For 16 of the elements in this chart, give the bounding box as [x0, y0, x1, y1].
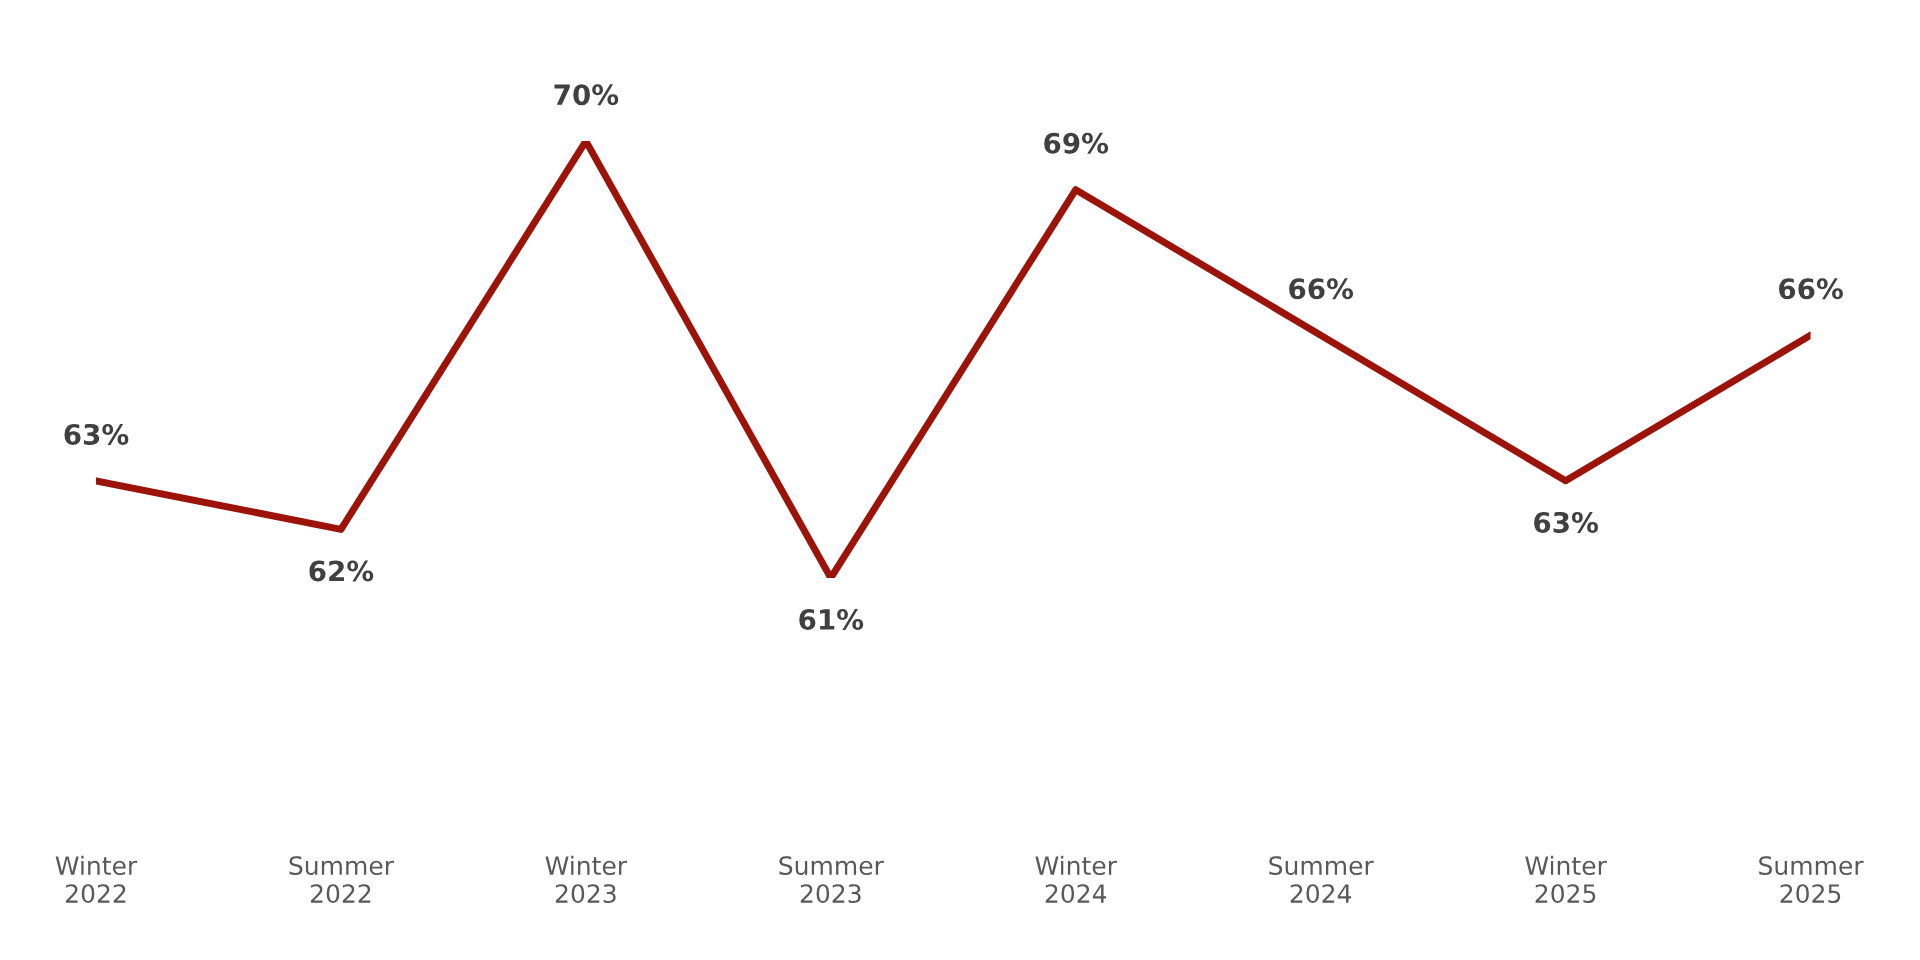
data-label: 62%: [309, 560, 374, 582]
x-tick-label: Summer 2025: [1759, 856, 1864, 904]
x-tick-label: Winter 2022: [55, 855, 138, 904]
data-label: 66%: [1289, 278, 1354, 300]
data-label: 63%: [64, 423, 129, 445]
data-label: 61%: [799, 608, 864, 630]
x-tick-label: Winter 2025: [1525, 855, 1607, 904]
x-tick-label: Summer 2022: [289, 856, 394, 904]
x-tick-label: Summer 2024: [1269, 856, 1374, 904]
data-label: 63%: [1534, 511, 1598, 533]
data-label: 70%: [554, 84, 619, 106]
x-tick-label: Summer 2023: [779, 856, 884, 904]
x-tick-label: Winter 2024: [1035, 855, 1117, 904]
data-label: 69%: [1044, 132, 1109, 154]
data-label: 66%: [1779, 278, 1843, 300]
x-tick-label: Winter 2023: [545, 855, 628, 904]
